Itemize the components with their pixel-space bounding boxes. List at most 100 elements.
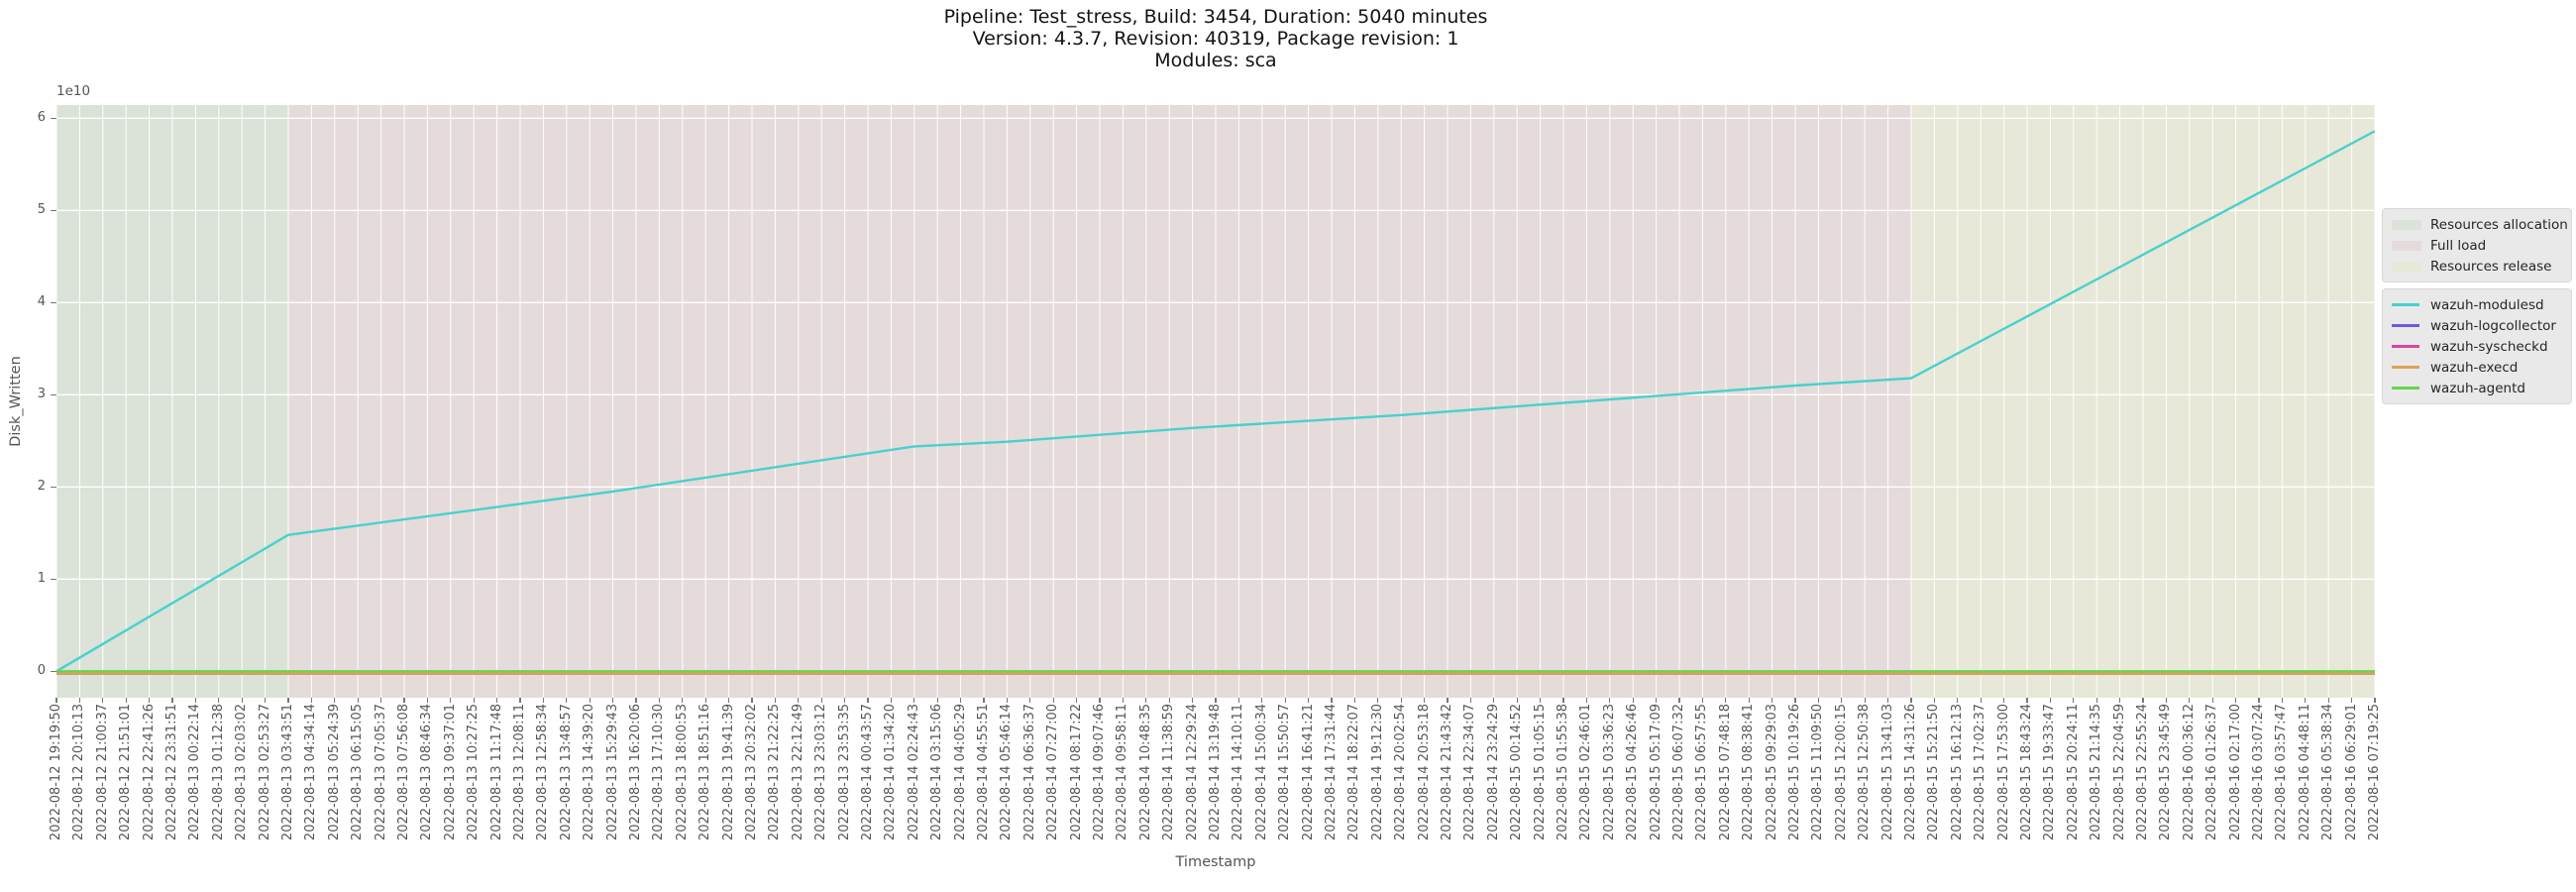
x-tick-label: 2022-08-14 19:12:30: [1369, 704, 1385, 841]
x-tick-label: 2022-08-14 12:29:24: [1184, 704, 1200, 841]
x-tick-mark: [1122, 698, 1124, 703]
x-tick-mark: [774, 698, 776, 703]
x-tick-mark: [287, 698, 289, 703]
legend-label: wazuh-syscheckd: [2430, 338, 2548, 355]
x-tick-mark: [2281, 698, 2283, 703]
title-line-3: Modules: sca: [1154, 50, 1277, 71]
x-tick-label: 2022-08-14 15:00:34: [1253, 704, 1269, 841]
x-tick-mark: [265, 698, 267, 703]
legend-patch-swatch: [2392, 219, 2421, 230]
x-tick-label: 2022-08-15 03:36:23: [1601, 704, 1617, 841]
x-tick-mark: [1284, 698, 1286, 703]
x-tick-label: 2022-08-14 03:15:06: [929, 704, 945, 841]
y-tick-label: 1: [37, 571, 46, 587]
x-tick-label: 2022-08-13 13:48:57: [558, 704, 574, 841]
x-tick-mark: [913, 698, 915, 703]
legend-patch-swatch: [2392, 261, 2421, 272]
x-tick-label: 2022-08-14 09:58:11: [1115, 704, 1130, 841]
x-tick-label: 2022-08-13 12:08:11: [512, 704, 527, 841]
x-tick-label: 2022-08-14 01:34:20: [883, 704, 899, 841]
y-tick-mark: [51, 301, 56, 303]
x-tick-mark: [1192, 698, 1194, 703]
x-tick-mark: [1168, 698, 1170, 703]
x-tick-mark: [867, 698, 869, 703]
x-tick-label: 2022-08-14 20:02:54: [1393, 704, 1409, 841]
x-tick-mark: [1145, 698, 1147, 703]
x-tick-mark: [1237, 698, 1239, 703]
x-tick-mark: [2211, 698, 2213, 703]
x-tick-label: 2022-08-13 16:20:06: [628, 704, 643, 841]
y-tick-mark: [51, 209, 56, 211]
x-tick-label: 2022-08-13 03:43:51: [280, 704, 295, 841]
x-tick-mark: [194, 698, 196, 703]
x-tick-mark: [635, 698, 637, 703]
x-tick-label: 2022-08-14 17:31:44: [1324, 704, 1339, 841]
x-tick-label: 2022-08-15 06:07:32: [1671, 704, 1686, 841]
x-tick-mark: [704, 698, 706, 703]
x-tick-label: 2022-08-12 20:10:13: [71, 704, 87, 841]
x-tick-mark: [1377, 698, 1379, 703]
x-tick-label: 2022-08-16 03:07:24: [2251, 704, 2266, 841]
x-tick-mark: [450, 698, 452, 703]
x-tick-mark: [1771, 698, 1773, 703]
x-tick-mark: [241, 698, 243, 703]
x-tick-mark: [2142, 698, 2144, 703]
legend-item: wazuh-syscheckd: [2392, 336, 2562, 357]
x-tick-mark: [1748, 698, 1750, 703]
x-tick-label: 2022-08-14 04:55:51: [976, 704, 991, 841]
x-tick-label: 2022-08-15 06:57:55: [1694, 704, 1710, 841]
x-tick-label: 2022-08-15 09:29:03: [1764, 704, 1779, 841]
x-tick-mark: [1701, 698, 1703, 703]
x-tick-mark: [1562, 698, 1564, 703]
x-tick-label: 2022-08-15 08:38:41: [1741, 704, 1757, 841]
x-tick-label: 2022-08-13 04:34:14: [303, 704, 319, 841]
x-tick-mark: [125, 698, 127, 703]
x-tick-mark: [1331, 698, 1333, 703]
x-tick-label: 2022-08-14 16:41:21: [1300, 704, 1316, 841]
legend-item: Resources release: [2392, 256, 2562, 277]
x-tick-label: 2022-08-15 14:31:26: [1903, 704, 1918, 841]
x-tick-label: 2022-08-14 04:05:29: [952, 704, 968, 841]
x-tick-label: 2022-08-15 22:55:24: [2135, 704, 2150, 841]
x-tick-mark: [1910, 698, 1912, 703]
x-tick-label: 2022-08-16 04:48:11: [2297, 704, 2312, 841]
x-tick-label: 2022-08-13 23:03:12: [813, 704, 829, 841]
x-tick-mark: [1887, 698, 1889, 703]
x-tick-label: 2022-08-13 17:10:30: [651, 704, 667, 841]
x-tick-mark: [149, 698, 151, 703]
x-tick-mark: [2073, 698, 2075, 703]
x-tick-label: 2022-08-12 23:31:51: [164, 704, 179, 841]
y-tick-label: 4: [37, 294, 46, 310]
x-tick-mark: [1957, 698, 1959, 703]
x-tick-label: 2022-08-13 22:12:49: [790, 704, 805, 841]
x-tick-mark: [380, 698, 382, 703]
legend-item: wazuh-agentd: [2392, 378, 2562, 398]
legend-label: wazuh-execd: [2430, 359, 2519, 376]
x-tick-label: 2022-08-15 00:14:52: [1509, 704, 1525, 841]
x-tick-label: 2022-08-13 02:03:02: [234, 704, 250, 841]
x-tick-label: 2022-08-15 16:12:13: [1949, 704, 1965, 841]
legend-item: Full load: [2392, 235, 2562, 256]
legend-item: wazuh-modulesd: [2392, 294, 2562, 315]
x-tick-label: 2022-08-15 02:46:01: [1578, 704, 1594, 841]
x-tick-mark: [1540, 698, 1542, 703]
x-tick-label: 2022-08-13 00:22:14: [187, 704, 203, 841]
y-tick-mark: [51, 578, 56, 580]
y-tick-label: 2: [37, 479, 46, 495]
x-tick-mark: [1215, 698, 1217, 703]
x-axis-label: Timestamp: [1175, 854, 1256, 870]
x-tick-mark: [1076, 698, 1078, 703]
x-tick-label: 2022-08-15 01:55:38: [1556, 704, 1570, 841]
x-tick-label: 2022-08-16 01:26:37: [2204, 704, 2220, 841]
x-tick-mark: [310, 698, 312, 703]
x-tick-mark: [78, 698, 80, 703]
x-tick-label: 2022-08-14 10:48:35: [1137, 704, 1153, 841]
x-tick-mark: [1516, 698, 1518, 703]
x-tick-label: 2022-08-15 07:48:18: [1717, 704, 1733, 841]
title-line-1: Pipeline: Test_stress, Build: 3454, Dura…: [943, 6, 1488, 28]
x-tick-mark: [1099, 698, 1101, 703]
x-tick-mark: [1609, 698, 1611, 703]
x-tick-label: 2022-08-16 02:17:00: [2227, 704, 2243, 841]
x-tick-mark: [612, 698, 614, 703]
x-tick-label: 2022-08-13 06:15:05: [350, 704, 366, 841]
